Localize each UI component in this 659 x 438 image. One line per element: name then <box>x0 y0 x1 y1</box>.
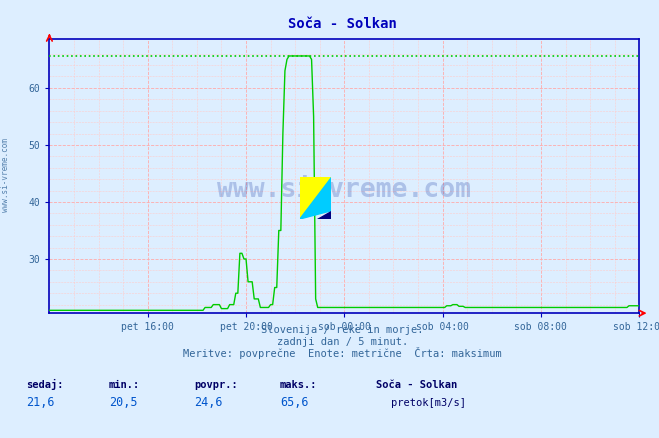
Text: zadnji dan / 5 minut.: zadnji dan / 5 minut. <box>277 337 409 347</box>
Text: Soča - Solkan: Soča - Solkan <box>288 17 397 31</box>
Text: www.si-vreme.com: www.si-vreme.com <box>217 177 471 203</box>
Text: 21,6: 21,6 <box>26 396 55 410</box>
Text: pretok[m3/s]: pretok[m3/s] <box>391 399 467 409</box>
Polygon shape <box>317 211 331 219</box>
Text: maks.:: maks.: <box>280 380 318 390</box>
Text: www.si-vreme.com: www.si-vreme.com <box>1 138 10 212</box>
Text: Meritve: povprečne  Enote: metrične  Črta: maksimum: Meritve: povprečne Enote: metrične Črta:… <box>183 347 502 360</box>
Text: 24,6: 24,6 <box>194 396 223 410</box>
Text: min.:: min.: <box>109 380 140 390</box>
Text: 65,6: 65,6 <box>280 396 308 410</box>
Polygon shape <box>300 177 331 219</box>
Text: 20,5: 20,5 <box>109 396 137 410</box>
Polygon shape <box>300 177 331 219</box>
Text: Soča - Solkan: Soča - Solkan <box>376 380 457 390</box>
Text: Slovenija / reke in morje.: Slovenija / reke in morje. <box>262 325 424 335</box>
Text: sedaj:: sedaj: <box>26 378 64 390</box>
Text: povpr.:: povpr.: <box>194 380 238 390</box>
